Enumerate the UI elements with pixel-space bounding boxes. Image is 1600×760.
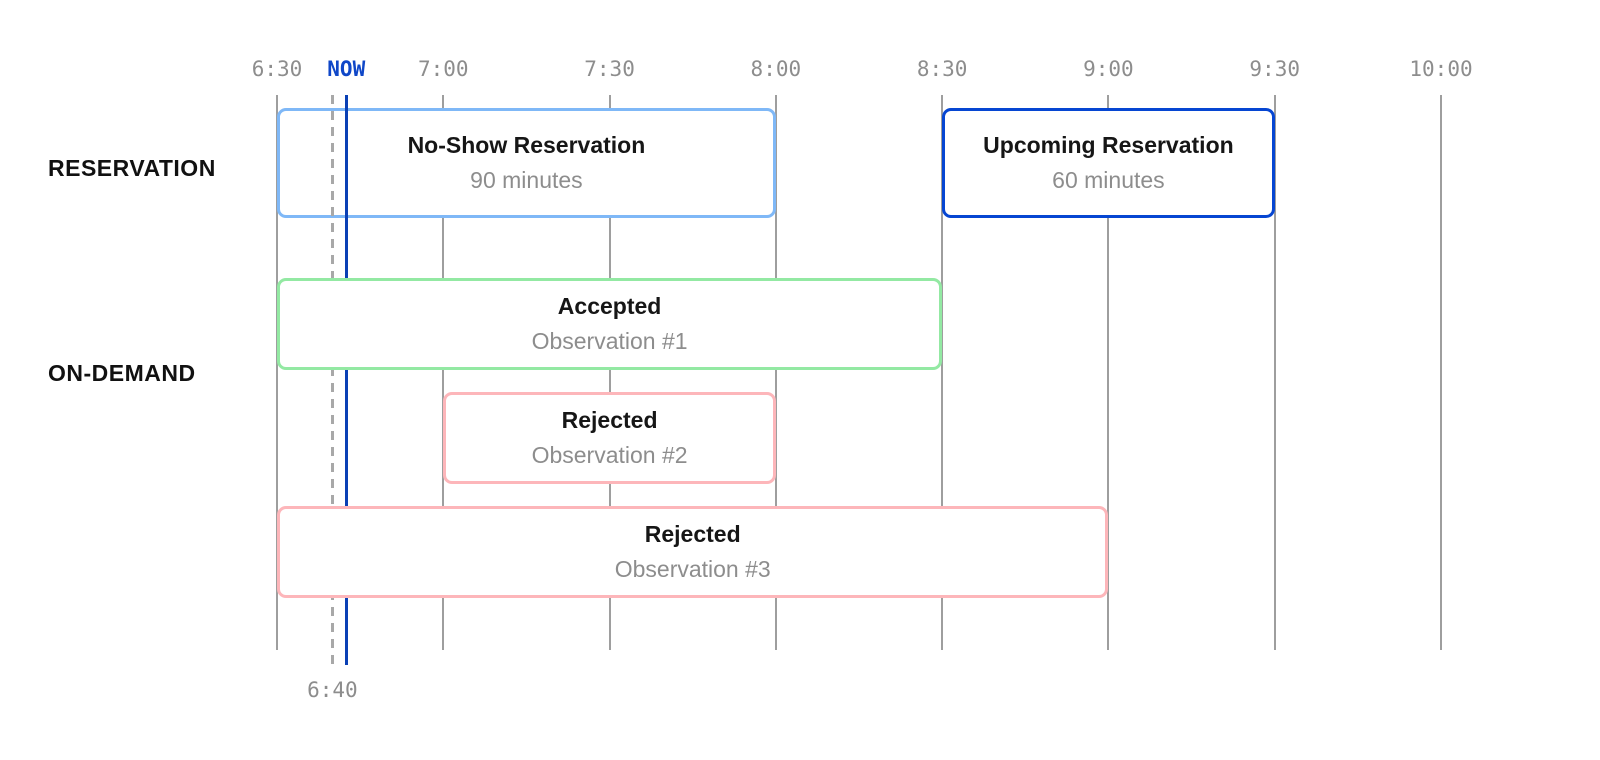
gridline-8-00 [774,95,777,650]
gridline-7-30 [608,95,611,650]
time-tick-6-30: 6:30 [251,57,303,81]
box-title: Rejected [561,407,658,433]
dashed-marker-time-label: 6:40 [307,678,358,702]
time-tick-9-00: 9:00 [1083,57,1134,81]
time-tick-8-00: 8:00 [750,57,802,81]
box-subtitle: Observation #2 [531,442,688,468]
reservation-box-upcoming: Upcoming Reservation 60 minutes [942,108,1275,218]
box-title: Rejected [644,521,741,547]
time-tick-9-30: 9:30 [1249,57,1300,81]
now-label: NOW [327,57,366,81]
box-title: No-Show Reservation [407,132,646,158]
gridline-10-00 [1440,95,1442,650]
box-subtitle: Observation #1 [531,328,688,354]
now-line [344,95,348,665]
time-tick-10-00: 10:00 [1409,57,1473,81]
time-tick-7-30: 7:30 [584,57,635,81]
box-subtitle: Observation #3 [614,556,771,582]
dashed-6-40-line [330,95,334,665]
on-demand-box-accepted: Accepted Observation #1 [277,278,943,370]
on-demand-box-rejected-2: Rejected Observation #2 [443,392,776,484]
box-title: Accepted [557,293,662,319]
row-label-on-demand: ON-DEMAND [48,360,196,386]
row-label-reservation: RESERVATION [48,155,216,181]
gridline-9-00 [1107,95,1110,650]
time-tick-7-00: 7:00 [417,57,469,81]
reservation-box-no-show: No-Show Reservation 90 minutes [277,108,776,218]
plot-area: 6:30 7:00 7:30 8:00 8:30 9:00 9:30 10:00… [252,59,1473,701]
on-demand-box-rejected-3: Rejected Observation #3 [277,506,1109,598]
box-title: Upcoming Reservation [983,132,1234,158]
gridline-7-00 [442,95,445,650]
gridline-8-30 [941,95,944,650]
time-tick-8-30: 8:30 [916,57,968,81]
gridline-9-30 [1273,95,1276,650]
gridline-6-30 [276,95,278,650]
box-subtitle: 90 minutes [470,167,583,193]
box-subtitle: 60 minutes [1052,167,1165,193]
